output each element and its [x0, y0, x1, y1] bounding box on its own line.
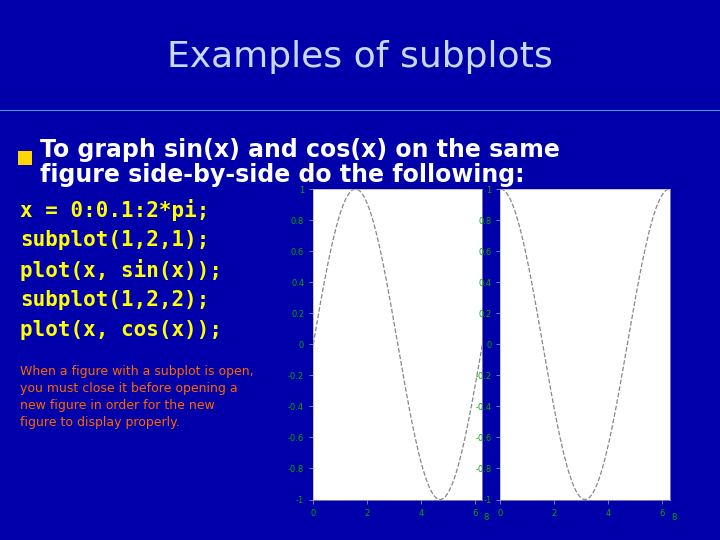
Text: 8: 8	[484, 512, 489, 522]
Bar	[18, 151, 32, 165]
Text: plot(x, cos(x));: plot(x, cos(x));	[20, 320, 222, 340]
Text: plot(x, sin(x));: plot(x, sin(x));	[20, 259, 222, 281]
Text: When a figure with a subplot is open,
you must close it before opening a
new fig: When a figure with a subplot is open, yo…	[20, 365, 253, 429]
Text: subplot(1,2,1);: subplot(1,2,1);	[20, 230, 210, 250]
Text: 8: 8	[671, 512, 676, 522]
Text: subplot(1,2,2);: subplot(1,2,2);	[20, 290, 210, 310]
Text: Examples of subplots: Examples of subplots	[167, 40, 553, 74]
Text: x = 0:0.1:2*pi;: x = 0:0.1:2*pi;	[20, 199, 210, 221]
Text: To graph sin(x) and cos(x) on the same: To graph sin(x) and cos(x) on the same	[40, 138, 560, 162]
Text: figure side-by-side do the following:: figure side-by-side do the following:	[40, 163, 524, 187]
